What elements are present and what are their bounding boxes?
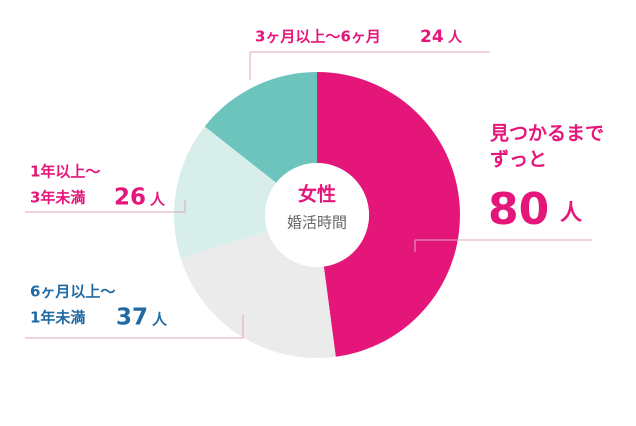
donut-segment: [174, 126, 277, 259]
segment-label: 3年未満: [30, 189, 85, 207]
center-title: 女性: [298, 183, 336, 206]
donut-segment: [180, 230, 336, 358]
segment-label: 1年以上〜: [30, 163, 100, 181]
donut: [174, 72, 460, 358]
segment-label: 6ヶ月以上〜: [30, 283, 115, 301]
segment-unit: 人: [152, 311, 168, 329]
donut-segment: [317, 72, 460, 357]
segment-value: 80: [488, 184, 549, 235]
segment-label: 1年未満: [30, 309, 85, 327]
segment-unit: 人: [560, 201, 582, 226]
segment-label: ずっと: [490, 149, 547, 171]
segment-label: 見つかるまで: [490, 123, 604, 145]
segment-value: 26: [114, 185, 146, 211]
donut-hole: [265, 163, 369, 267]
center-subtitle: 婚活時間: [287, 214, 347, 232]
segment-value: 24: [420, 27, 444, 47]
segment-unit: 人: [448, 29, 463, 46]
donut-segment: [204, 72, 317, 183]
segment-label: 3ヶ月以上〜6ヶ月: [255, 28, 381, 46]
segment-unit: 人: [150, 191, 166, 209]
segment-value: 37: [116, 305, 148, 331]
